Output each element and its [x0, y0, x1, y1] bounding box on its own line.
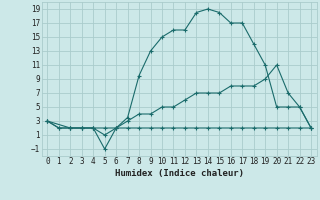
- X-axis label: Humidex (Indice chaleur): Humidex (Indice chaleur): [115, 169, 244, 178]
